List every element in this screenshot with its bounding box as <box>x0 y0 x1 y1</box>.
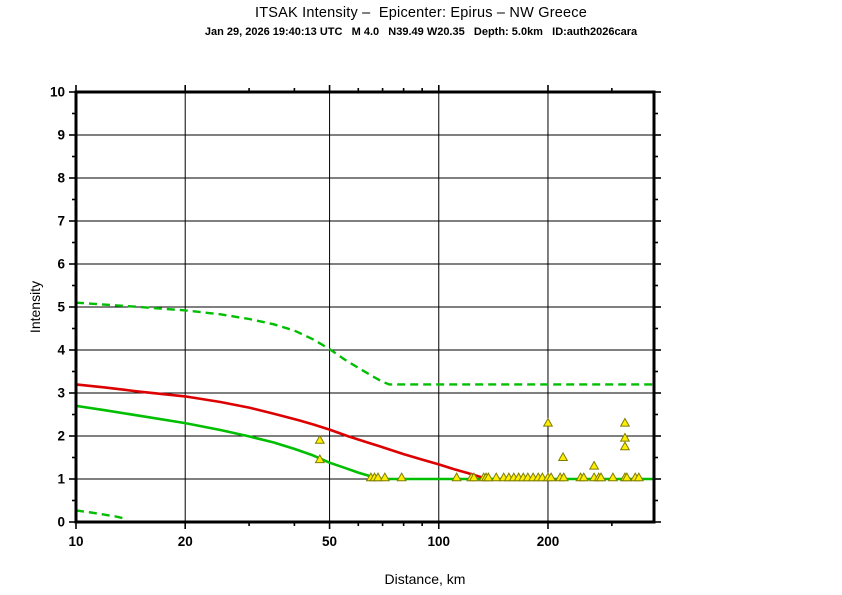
intensity-observation-triangle <box>621 472 633 482</box>
intensity-observation-triangle <box>314 454 325 464</box>
y-tick-label: 4 <box>57 343 65 358</box>
intensity-observation-triangle <box>595 472 607 482</box>
x-axis-label: Distance, km <box>384 571 466 587</box>
y-tick-label: 6 <box>57 257 65 272</box>
curve-green-dashed-lower-bound <box>75 509 125 520</box>
intensity-observation-triangle <box>578 472 589 482</box>
y-axis-label: Intensity <box>27 280 43 334</box>
intensity-observation-triangle <box>491 472 502 482</box>
intensity-observation-triangle <box>633 472 644 482</box>
x-tick-label: 20 <box>178 534 193 549</box>
intensity-observation-triangle <box>483 472 494 482</box>
x-tick-label: 200 <box>537 534 560 549</box>
y-tick-label: 10 <box>50 85 65 100</box>
intensity-observation-triangle <box>379 472 390 482</box>
y-tick-label: 9 <box>57 128 65 143</box>
curve-red-solid-curve <box>75 383 490 481</box>
chart-title: ITSAK Intensity – Epicenter: Epirus – NW… <box>255 5 587 21</box>
chart-subtitle: Jan 29, 2026 19:40:13 UTC M 4.0 N39.49 W… <box>204 26 638 38</box>
intensity-observation-triangle <box>468 472 480 482</box>
intensity-observation-triangle <box>451 472 462 482</box>
y-tick-label: 3 <box>57 386 65 401</box>
intensity-observation-triangle <box>396 472 407 482</box>
y-tick-label: 0 <box>57 515 65 530</box>
x-tick-label: 50 <box>322 534 337 549</box>
intensity-observation-triangle <box>619 417 631 427</box>
intensity-observation-triangle <box>607 472 619 482</box>
intensity-observation-triangle <box>545 472 557 482</box>
intensity-observation-triangle <box>619 432 631 442</box>
y-tick-label: 5 <box>57 300 65 315</box>
intensity-observation-triangle <box>619 441 631 451</box>
plot-frame <box>74 90 656 524</box>
intensity-observation-triangle <box>557 451 569 461</box>
y-tick-label: 7 <box>57 214 65 229</box>
intensity-observation-triangle <box>314 434 325 444</box>
x-tick-label: 10 <box>68 534 83 549</box>
intensity-observation-triangle <box>558 472 569 482</box>
intensity-observation-triangle <box>372 472 384 482</box>
y-tick-label: 2 <box>57 429 65 444</box>
curve-green-solid-curve <box>75 404 654 481</box>
curve-green-dashed-upper-bound <box>75 301 654 386</box>
intensity-observation-triangle <box>542 417 554 427</box>
y-tick-label: 8 <box>57 171 65 186</box>
y-tick-label: 1 <box>57 472 65 487</box>
intensity-observation-triangle <box>588 460 600 470</box>
x-tick-label: 100 <box>428 534 451 549</box>
